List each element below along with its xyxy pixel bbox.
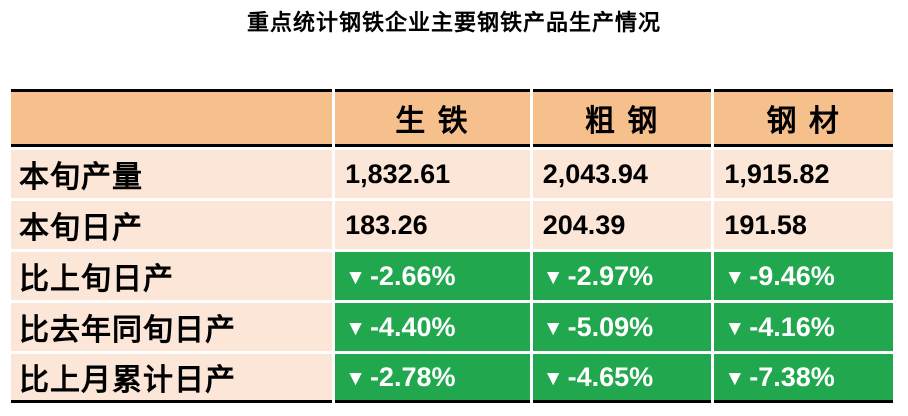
value-cell: 204.39: [532, 201, 712, 249]
row-label: 比去年同旬日产: [11, 303, 333, 351]
pct-value: -2.66%: [369, 260, 456, 291]
value-cell: 2,043.94: [532, 150, 712, 198]
page-title: 重点统计钢铁企业主要钢铁产品生产情况: [246, 10, 661, 35]
pct-value: -4.65%: [567, 361, 654, 392]
pct-value: -4.40%: [369, 311, 456, 342]
value-cell: 191.58: [714, 201, 893, 249]
triangle-down-icon: ▼: [724, 316, 746, 340]
triangle-down-icon: ▼: [345, 366, 366, 390]
decline-cell: ▼ -9.46%: [714, 252, 893, 300]
triangle-down-icon: ▼: [724, 265, 746, 289]
table-row-daily-output: 本旬日产 183.26 204.39 191.58: [11, 201, 893, 249]
table-row-output: 本旬产量 1,832.61 2,043.94 1,915.82: [11, 150, 893, 198]
decline-cell: ▼ -2.97%: [532, 252, 712, 300]
triangle-down-icon: ▼: [724, 366, 746, 390]
decline-cell: ▼ -2.78%: [335, 354, 530, 403]
value-cell: 1,832.61: [335, 150, 530, 198]
decline-cell: ▼ -5.09%: [532, 303, 712, 351]
decline-cell: ▼ -4.40%: [335, 303, 530, 351]
value-cell: 1,915.82: [714, 150, 893, 198]
triangle-down-icon: ▼: [345, 316, 366, 340]
triangle-down-icon: ▼: [542, 366, 564, 390]
decline-cell: ▼ -2.66%: [335, 252, 530, 300]
row-label: 本旬日产: [11, 201, 333, 249]
decline-cell: ▼ -7.38%: [714, 354, 893, 403]
triangle-down-icon: ▼: [542, 265, 564, 289]
table-row-vs-last-month-cum: 比上月累计日产 ▼ -2.78% ▼ -4.65% ▼ -7.38%: [11, 354, 893, 403]
pct-value: -5.09%: [567, 311, 654, 342]
table-row-vs-prev-period: 比上旬日产 ▼ -2.66% ▼ -2.97% ▼ -9.46%: [11, 252, 893, 300]
pct-value: -4.16%: [749, 311, 835, 342]
value-cell: 183.26: [335, 201, 530, 249]
pct-value: -9.46%: [749, 260, 835, 291]
col-header-crude-steel: 粗 钢: [532, 89, 712, 147]
table-row-vs-last-year: 比去年同旬日产 ▼ -4.40% ▼ -5.09% ▼ -4.16%: [11, 303, 893, 351]
col-header-pig-iron: 生 铁: [335, 89, 530, 147]
header-row: 生 铁 粗 钢 钢 材: [11, 89, 893, 147]
row-label: 本旬产量: [11, 150, 333, 198]
row-label: 比上旬日产: [11, 252, 333, 300]
decline-cell: ▼ -4.65%: [532, 354, 712, 403]
triangle-down-icon: ▼: [542, 316, 564, 340]
triangle-down-icon: ▼: [345, 265, 366, 289]
decline-cell: ▼ -4.16%: [714, 303, 893, 351]
row-label: 比上月累计日产: [11, 354, 333, 403]
pct-value: -2.97%: [567, 260, 654, 291]
production-table: 生 铁 粗 钢 钢 材 本旬产量 1,832.61 2,043.94 1,915…: [8, 86, 896, 406]
pct-value: -7.38%: [749, 361, 835, 392]
col-header-steel-products: 钢 材: [714, 89, 893, 147]
corner-cell: [11, 89, 333, 147]
pct-value: -2.78%: [369, 361, 456, 392]
